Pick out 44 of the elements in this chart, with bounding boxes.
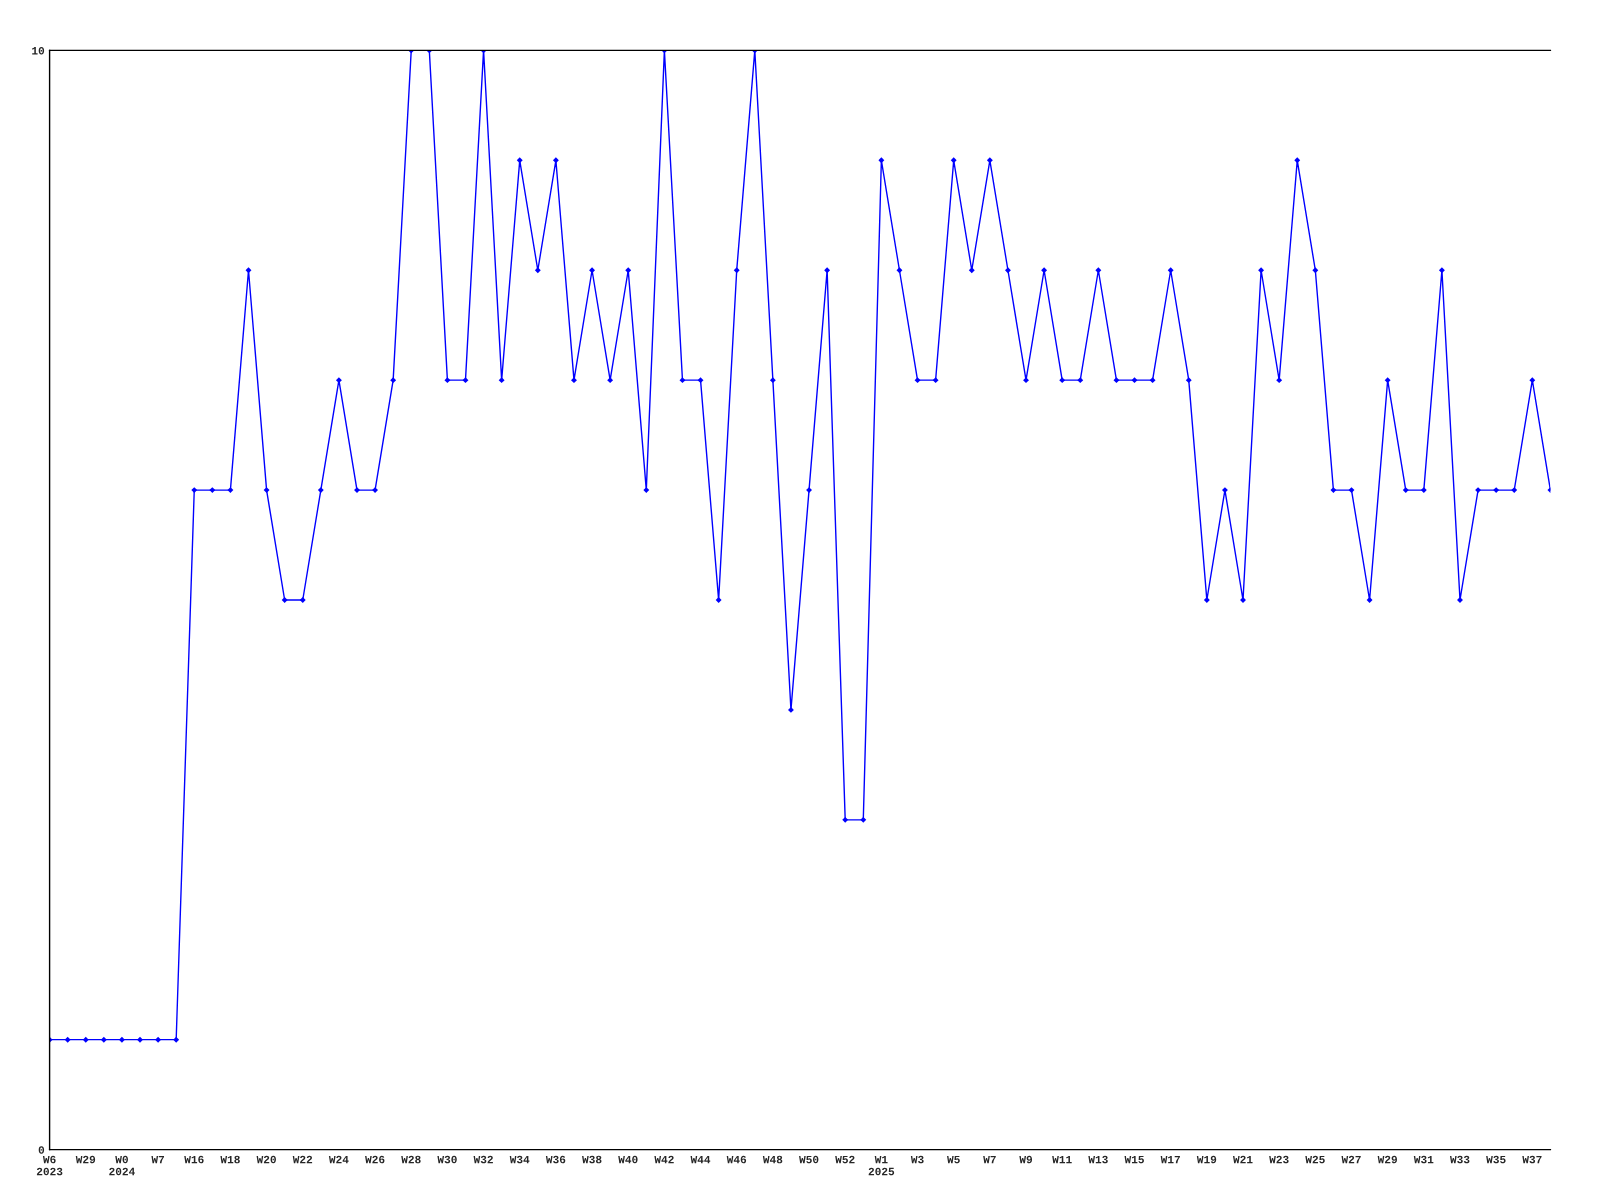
x-tick-label: W31: [1413, 1155, 1434, 1164]
x-tick-label: W24: [328, 1155, 349, 1164]
x-tick-label: W46: [726, 1155, 747, 1164]
x-tick-label: W32: [473, 1155, 493, 1164]
x-tick-label: W35: [1486, 1155, 1506, 1164]
y-tick-label: 10: [32, 46, 45, 55]
x-tick-label: W22: [292, 1155, 313, 1164]
x-tick-label: W15: [1124, 1155, 1144, 1164]
x-tick-label: W23: [1269, 1155, 1289, 1164]
x-tick-label: W27: [1341, 1155, 1361, 1164]
x-tick-label: W28: [401, 1155, 421, 1164]
x-tick-label: W16: [184, 1155, 204, 1164]
x-tick-label: W11: [1052, 1155, 1072, 1164]
x-tick-label: W48: [762, 1155, 783, 1164]
x-tick-label: W26: [365, 1155, 385, 1164]
x-tick-label: W7: [151, 1155, 165, 1164]
x-tick-label: W3: [910, 1155, 924, 1164]
x-tick-label: W29: [75, 1155, 96, 1164]
x-tick-label: W29: [1377, 1155, 1397, 1164]
x-tick-label: W34: [509, 1155, 530, 1164]
x-tick-label: W33: [1449, 1155, 1470, 1164]
x-tick-label: W50: [799, 1155, 819, 1164]
x-tick-label: W6 2023: [36, 1155, 63, 1176]
x-tick-label: W38: [582, 1155, 602, 1164]
x-tick-label: W0 2024: [109, 1155, 135, 1176]
x-tick-label: W30: [437, 1155, 457, 1164]
x-tick-label: W21: [1233, 1155, 1253, 1164]
x-tick-label: W1 2025: [868, 1155, 895, 1176]
x-tick-label: W52: [835, 1155, 855, 1164]
x-tick-label: W40: [618, 1155, 638, 1164]
x-tick-label: W20: [256, 1155, 276, 1164]
x-tick-label: W7: [983, 1155, 996, 1164]
x-tick-label: W44: [690, 1155, 711, 1164]
x-tick-label: W9: [1019, 1155, 1033, 1164]
x-tick-label: W36: [545, 1155, 566, 1164]
x-tick-label: W13: [1088, 1155, 1108, 1164]
x-tick-label: W42: [654, 1155, 674, 1164]
y-tick-label: 0: [38, 1146, 45, 1154]
x-tick-label: W5: [947, 1155, 960, 1164]
x-tick-label: W19: [1196, 1155, 1217, 1164]
x-tick-label: W25: [1305, 1155, 1325, 1164]
x-tick-label: W37: [1522, 1155, 1542, 1164]
x-tick-label: W17: [1160, 1155, 1180, 1164]
x-tick-label: W18: [220, 1155, 240, 1164]
